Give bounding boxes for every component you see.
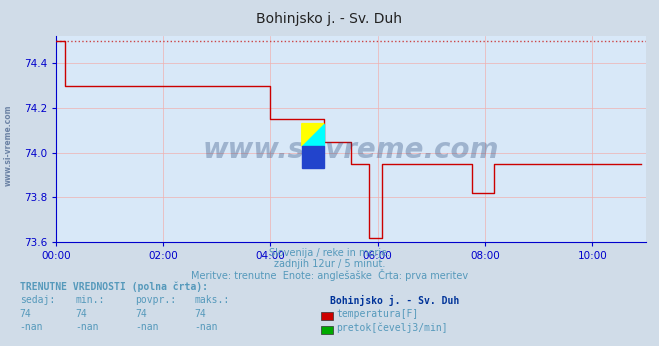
Text: povpr.:: povpr.:: [135, 295, 176, 305]
Bar: [302, 146, 324, 169]
Text: sedaj:: sedaj:: [20, 295, 55, 305]
Text: 74: 74: [20, 309, 32, 319]
Text: Bohinjsko j. - Sv. Duh: Bohinjsko j. - Sv. Duh: [256, 12, 403, 26]
Text: -nan: -nan: [135, 322, 159, 333]
Text: Meritve: trenutne  Enote: anglešaške  Črta: prva meritev: Meritve: trenutne Enote: anglešaške Črta…: [191, 269, 468, 281]
Text: maks.:: maks.:: [194, 295, 229, 305]
Polygon shape: [302, 124, 324, 146]
Polygon shape: [302, 124, 324, 146]
Text: www.si-vreme.com: www.si-vreme.com: [3, 104, 13, 186]
Text: -nan: -nan: [194, 322, 218, 333]
Text: TRENUTNE VREDNOSTI (polna črta):: TRENUTNE VREDNOSTI (polna črta):: [20, 282, 208, 292]
Text: min.:: min.:: [76, 295, 105, 305]
Text: Slovenija / reke in morje.: Slovenija / reke in morje.: [269, 248, 390, 258]
Text: www.si-vreme.com: www.si-vreme.com: [203, 136, 499, 164]
Text: pretok[čevelj3/min]: pretok[čevelj3/min]: [336, 322, 447, 333]
Text: Bohinjsko j. - Sv. Duh: Bohinjsko j. - Sv. Duh: [330, 295, 459, 306]
Text: -nan: -nan: [20, 322, 43, 333]
Text: temperatura[F]: temperatura[F]: [336, 309, 418, 319]
Text: zadnjih 12ur / 5 minut.: zadnjih 12ur / 5 minut.: [273, 259, 386, 269]
Text: 74: 74: [194, 309, 206, 319]
Text: -nan: -nan: [76, 322, 100, 333]
Text: 74: 74: [135, 309, 147, 319]
Text: 74: 74: [76, 309, 88, 319]
